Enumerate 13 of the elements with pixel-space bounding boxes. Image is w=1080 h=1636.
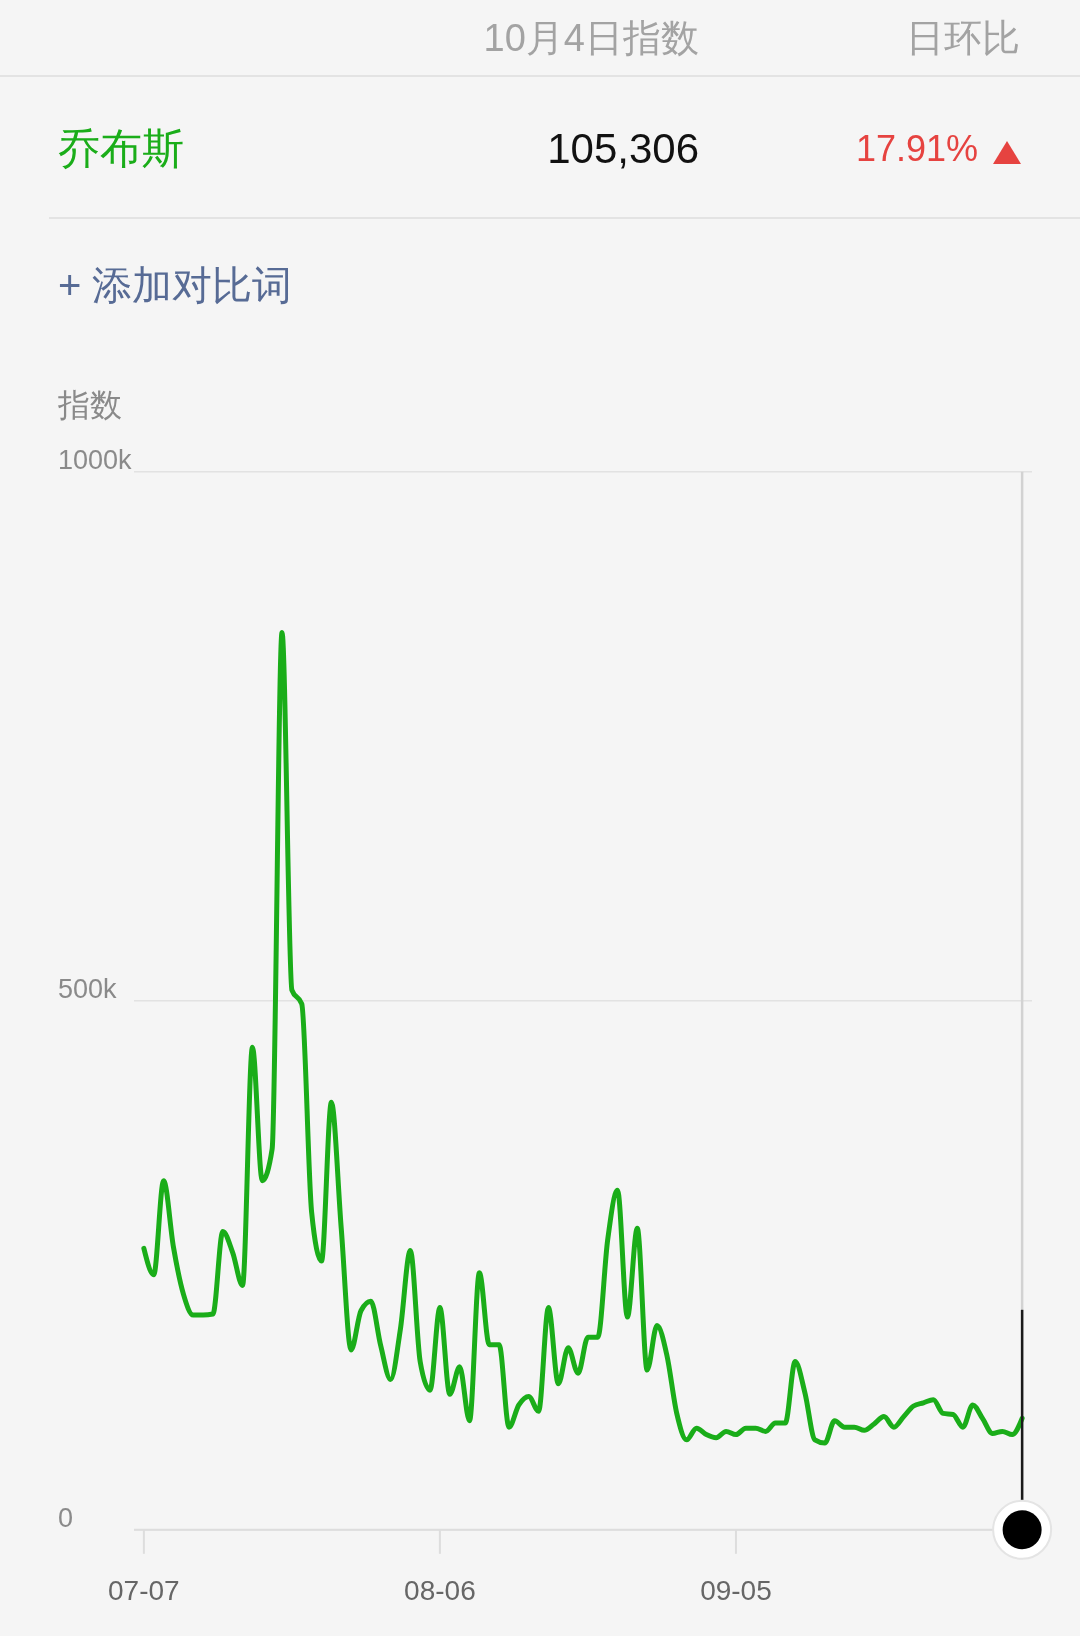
- x-tick-label: 08-06: [404, 1574, 476, 1606]
- text: 日环比: [906, 17, 1020, 59]
- x-tick-label: 07-07: [108, 1574, 180, 1606]
- text: 105,306: [547, 124, 699, 172]
- y-axis-title: 指数: [57, 387, 122, 423]
- x-tick-label: 09-05: [700, 1574, 772, 1606]
- y-tick-label: 1000k: [58, 444, 133, 475]
- text: + 添加对比词: [58, 263, 293, 307]
- text: 乔布斯: [58, 124, 184, 172]
- text: 17.91%: [855, 127, 978, 169]
- y-tick-label: 500k: [58, 973, 118, 1004]
- text: 10月4日指数: [483, 17, 699, 59]
- y-tick-label: 0: [58, 1502, 74, 1533]
